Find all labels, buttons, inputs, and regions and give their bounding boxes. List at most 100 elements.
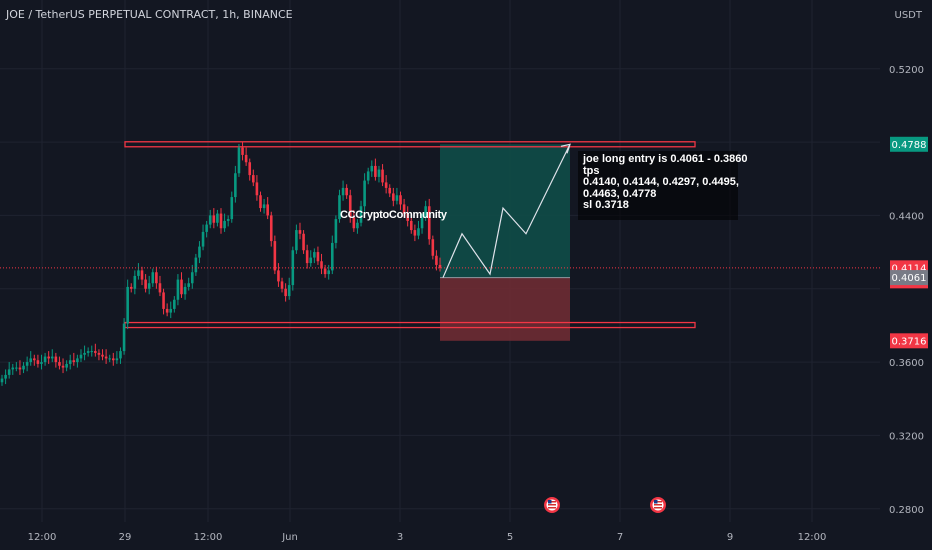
candle[interactable]: [50, 356, 54, 359]
candle[interactable]: [223, 220, 226, 229]
candle[interactable]: [158, 283, 162, 293]
candle[interactable]: [438, 264, 442, 268]
candle[interactable]: [234, 173, 237, 198]
candle[interactable]: [169, 308, 173, 313]
candle[interactable]: [345, 187, 348, 196]
candle[interactable]: [165, 308, 169, 313]
candle[interactable]: [266, 204, 269, 216]
candle[interactable]: [356, 222, 359, 229]
candle[interactable]: [226, 219, 230, 221]
candle[interactable]: [381, 169, 384, 183]
candle[interactable]: [43, 356, 47, 363]
candle[interactable]: [126, 286, 129, 324]
candle[interactable]: [212, 215, 216, 223]
candle[interactable]: [115, 358, 119, 361]
candle[interactable]: [79, 354, 83, 359]
candle[interactable]: [133, 275, 137, 289]
candle[interactable]: [201, 231, 205, 247]
candle[interactable]: [137, 270, 140, 276]
candle[interactable]: [54, 356, 58, 363]
candle[interactable]: [15, 367, 18, 369]
candle[interactable]: [295, 230, 298, 251]
candle[interactable]: [269, 215, 273, 242]
candle[interactable]: [320, 261, 323, 269]
candle[interactable]: [86, 351, 90, 353]
candle[interactable]: [36, 360, 40, 364]
candle[interactable]: [406, 213, 409, 221]
candle[interactable]: [366, 171, 370, 181]
candle[interactable]: [61, 365, 65, 368]
candle[interactable]: [180, 279, 183, 295]
candle[interactable]: [348, 195, 352, 218]
candle[interactable]: [216, 213, 219, 223]
candle[interactable]: [384, 182, 388, 188]
candle[interactable]: [284, 288, 287, 297]
candle[interactable]: [395, 195, 399, 201]
candle[interactable]: [11, 367, 15, 370]
candle[interactable]: [104, 356, 108, 359]
candle[interactable]: [417, 228, 420, 236]
candle[interactable]: [129, 286, 133, 289]
candle[interactable]: [313, 252, 316, 258]
candle[interactable]: [431, 239, 435, 256]
candle[interactable]: [413, 230, 417, 236]
candle[interactable]: [409, 220, 413, 231]
candle[interactable]: [90, 351, 94, 353]
candle[interactable]: [341, 187, 345, 196]
candle[interactable]: [0, 378, 4, 383]
candle[interactable]: [97, 352, 101, 355]
candle[interactable]: [255, 182, 259, 196]
candle[interactable]: [309, 257, 313, 264]
candle[interactable]: [29, 358, 33, 363]
candle[interactable]: [352, 217, 356, 229]
candle[interactable]: [244, 154, 248, 163]
candle[interactable]: [363, 180, 366, 207]
candle[interactable]: [205, 224, 208, 232]
candle[interactable]: [424, 206, 427, 218]
candle[interactable]: [392, 193, 395, 201]
candle[interactable]: [291, 250, 295, 286]
candle[interactable]: [187, 283, 190, 287]
candle[interactable]: [144, 279, 147, 289]
candle[interactable]: [259, 195, 262, 209]
candle[interactable]: [111, 358, 115, 361]
candle[interactable]: [119, 351, 122, 359]
candle[interactable]: [151, 272, 155, 284]
candle[interactable]: [248, 162, 252, 176]
candle[interactable]: [241, 147, 244, 155]
symbol-title[interactable]: JOE / TetherUS PERPETUAL CONTRACT, 1h, B…: [6, 8, 293, 21]
channel-top-line[interactable]: [124, 141, 696, 148]
stop-zone[interactable]: [440, 277, 570, 341]
candle[interactable]: [140, 270, 144, 280]
candle[interactable]: [374, 165, 377, 177]
candle[interactable]: [22, 365, 25, 370]
candle[interactable]: [402, 204, 406, 214]
candle[interactable]: [25, 362, 29, 366]
candle[interactable]: [155, 272, 158, 284]
candle[interactable]: [377, 169, 381, 177]
candle[interactable]: [101, 354, 104, 357]
candle[interactable]: [83, 352, 86, 355]
candle[interactable]: [435, 255, 438, 265]
candle[interactable]: [334, 219, 338, 243]
candle[interactable]: [33, 358, 36, 361]
candle[interactable]: [316, 252, 320, 262]
candle[interactable]: [219, 213, 223, 229]
candle[interactable]: [4, 374, 7, 379]
candle[interactable]: [298, 230, 302, 234]
candle[interactable]: [208, 215, 212, 225]
candle[interactable]: [388, 187, 392, 194]
candle[interactable]: [327, 270, 331, 275]
candle[interactable]: [338, 195, 341, 220]
candle[interactable]: [94, 351, 97, 353]
projection-path[interactable]: [442, 144, 571, 278]
candle[interactable]: [305, 250, 309, 264]
candle[interactable]: [427, 206, 431, 240]
candle[interactable]: [323, 268, 327, 275]
candle[interactable]: [252, 175, 255, 183]
candle[interactable]: [162, 292, 165, 309]
candle[interactable]: [68, 360, 72, 364]
candle[interactable]: [173, 299, 176, 309]
candle[interactable]: [18, 367, 22, 370]
